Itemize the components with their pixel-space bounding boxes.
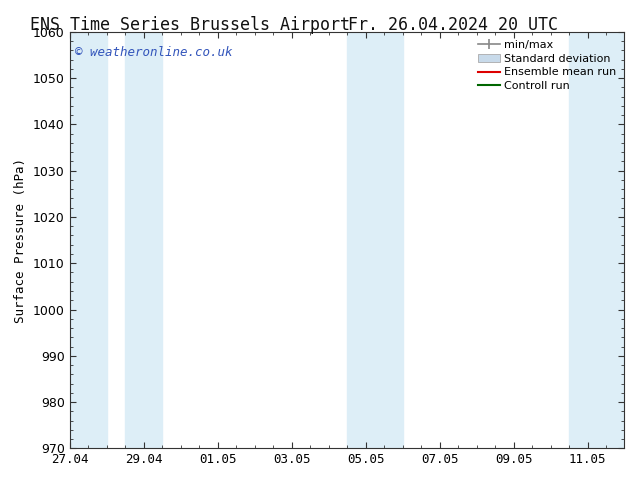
Legend: min/max, Standard deviation, Ensemble mean run, Controll run: min/max, Standard deviation, Ensemble me… bbox=[476, 37, 619, 94]
Bar bbox=[569, 32, 624, 448]
Text: © weatheronline.co.uk: © weatheronline.co.uk bbox=[75, 47, 233, 59]
Bar bbox=[70, 32, 107, 448]
Bar bbox=[347, 32, 403, 448]
Y-axis label: Surface Pressure (hPa): Surface Pressure (hPa) bbox=[15, 158, 27, 322]
Text: ENS Time Series Brussels Airport: ENS Time Series Brussels Airport bbox=[30, 16, 350, 34]
Bar bbox=[126, 32, 162, 448]
Text: Fr. 26.04.2024 20 UTC: Fr. 26.04.2024 20 UTC bbox=[348, 16, 559, 34]
